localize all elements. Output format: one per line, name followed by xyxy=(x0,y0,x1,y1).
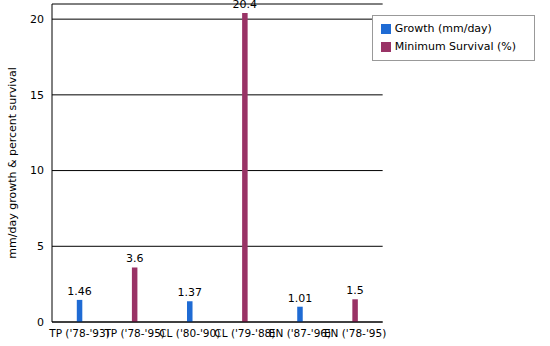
svg-text:3.6: 3.6 xyxy=(126,252,144,265)
svg-text:TP ('78-'93): TP ('78-'93) xyxy=(48,327,110,339)
svg-text:CL ('80-'90): CL ('80-'90) xyxy=(159,327,220,339)
svg-text:20.4: 20.4 xyxy=(233,0,258,11)
svg-text:mm/day growth & percent surviv: mm/day growth & percent survival xyxy=(8,67,19,258)
svg-text:CL ('79-'88): CL ('79-'88) xyxy=(214,327,275,339)
svg-text:1.01: 1.01 xyxy=(288,292,313,305)
svg-text:1.5: 1.5 xyxy=(346,284,364,297)
svg-text:1.46: 1.46 xyxy=(67,285,92,298)
html-text:Minimum Survival (%): Minimum Survival (%) xyxy=(394,40,516,53)
svg-text:EN ('87-'96): EN ('87-'96) xyxy=(269,327,331,339)
svg-text:10: 10 xyxy=(30,164,44,177)
svg-text:EN ('78-'95): EN ('78-'95) xyxy=(324,327,386,339)
html-text:Growth (mm/day): Growth (mm/day) xyxy=(394,22,492,35)
svg-text:1.37: 1.37 xyxy=(178,286,203,299)
svg-text:TP ('78-'95): TP ('78-'95) xyxy=(103,327,165,339)
svg-text:0: 0 xyxy=(37,316,44,329)
svg-text:15: 15 xyxy=(30,89,44,102)
svg-text:5: 5 xyxy=(37,240,44,253)
svg-text:20: 20 xyxy=(30,13,44,26)
